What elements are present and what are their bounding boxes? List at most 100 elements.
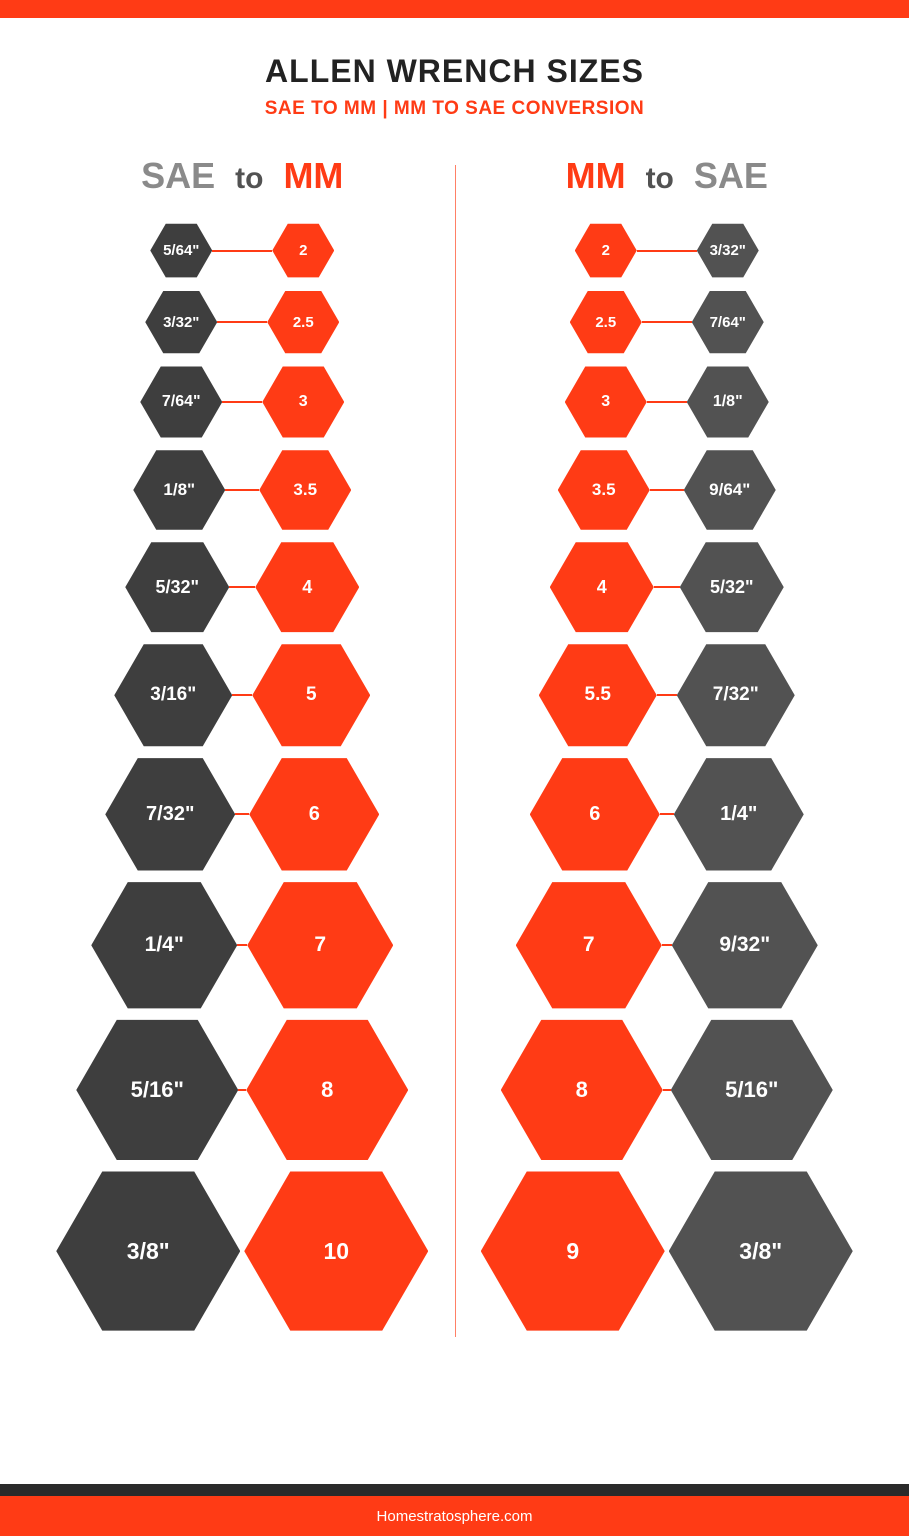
hex-icon: 3 (565, 364, 647, 439)
hex-label: 2 (299, 242, 307, 259)
right-col-h3: SAE (694, 155, 768, 197)
conversion-row: 1/8"3.5 (30, 448, 455, 533)
main-container: ALLEN WRENCH SIZES SAE TO MM | MM TO SAE… (0, 18, 909, 1337)
conversion-row: 3/16" 5 (30, 641, 455, 750)
left-rows: 5/64" 2 3/32"2.5 7/64" 3 1/8"3.5 5/32" 4 3/16" 5 7… (30, 222, 455, 1337)
hex-icon: 5/16" (671, 1015, 833, 1164)
hex-icon: 1/8" (133, 448, 225, 533)
hex-label: 3/8" (127, 1238, 170, 1265)
hex-icon: 3/32" (145, 289, 217, 355)
connector-line (654, 586, 680, 588)
hex-icon: 7/64" (692, 289, 764, 355)
hex-label: 9 (566, 1238, 579, 1265)
hex-icon: 3/8" (669, 1166, 853, 1335)
hex-label: 4 (302, 577, 312, 598)
hex-label: 9/64" (709, 480, 750, 500)
hex-icon: 2 (272, 222, 334, 279)
hex-icon: 5.5 (539, 641, 657, 750)
hex-icon: 5/32" (680, 539, 784, 635)
conversion-row: 5.5 7/32" (455, 641, 880, 750)
hex-icon: 4 (550, 539, 654, 635)
hex-icon: 6 (530, 755, 660, 875)
hex-icon: 7 (516, 878, 662, 1012)
conversion-row: 3/32"2.5 (30, 289, 455, 355)
hex-icon: 2 (575, 222, 637, 279)
hex-label: 3/32" (163, 314, 199, 331)
connector-line (637, 250, 697, 252)
left-column: SAE to MM 5/64" 2 3/32"2.5 7/64" 3 1/8"3.5 5/3… (30, 155, 455, 1337)
footer-dark-bar (0, 1484, 909, 1496)
hex-label: 7 (314, 933, 326, 957)
hex-label: 3 (601, 393, 610, 411)
hex-label: 7/64" (710, 314, 746, 331)
right-rows: 2 3/32" 2.5 7/64" 3 1/8" 3.5 9/64" 4 5/32" 5.5 7/32… (455, 222, 880, 1337)
conversion-row: 3 1/8" (455, 364, 880, 439)
hex-label: 10 (323, 1238, 349, 1265)
hex-label: 5/16" (131, 1077, 184, 1103)
hex-icon: 1/4" (91, 878, 237, 1012)
left-col-h1: SAE (141, 155, 215, 197)
hex-label: 5 (306, 684, 317, 706)
conversion-row: 7 9/32" (455, 878, 880, 1012)
hex-label: 4 (597, 577, 607, 598)
hex-icon: 8 (501, 1015, 663, 1164)
footer-text: Homestratosphere.com (377, 1508, 533, 1525)
hex-label: 1/4" (720, 803, 757, 826)
hex-label: 1/8" (713, 393, 743, 411)
connector-line (238, 1089, 246, 1091)
footer-orange-bar: Homestratosphere.com (0, 1496, 909, 1536)
conversion-row: 2.5 7/64" (455, 289, 880, 355)
hex-label: 6 (309, 803, 320, 826)
conversion-row: 6 1/4" (455, 755, 880, 875)
hex-icon: 7/64" (140, 364, 222, 439)
hex-icon: 9/32" (672, 878, 818, 1012)
header: ALLEN WRENCH SIZES SAE TO MM | MM TO SAE… (30, 18, 879, 135)
hex-icon: 5/64" (150, 222, 212, 279)
hex-label: 5/16" (725, 1077, 778, 1103)
connector-line (222, 401, 262, 403)
left-col-h2: to (235, 162, 263, 196)
hex-label: 5/64" (163, 242, 199, 259)
hex-icon: 3/16" (114, 641, 232, 750)
hex-label: 7/32" (146, 803, 194, 826)
connector-line (235, 813, 249, 815)
hex-icon: 3 (262, 364, 344, 439)
hex-label: 2.5 (595, 314, 616, 331)
hex-label: 3/32" (710, 242, 746, 259)
hex-label: 8 (321, 1077, 333, 1103)
connector-line (660, 813, 674, 815)
conversion-row: 4 5/32" (455, 539, 880, 635)
hex-label: 3.5 (592, 480, 616, 500)
hex-icon: 9 (481, 1166, 665, 1335)
hex-icon: 1/8" (687, 364, 769, 439)
connector-line (229, 586, 255, 588)
connector-line (642, 321, 692, 323)
hex-label: 7 (583, 933, 595, 957)
hex-label: 3 (299, 393, 308, 411)
hex-label: 6 (589, 803, 600, 826)
left-col-h3: MM (283, 155, 343, 197)
hex-icon: 4 (255, 539, 359, 635)
connector-line (650, 489, 684, 491)
connector-line (225, 489, 259, 491)
hex-label: 5/32" (710, 577, 754, 598)
hex-label: 7/32" (713, 684, 759, 706)
right-col-h1: MM (566, 155, 626, 197)
conversion-row: 5/16" 8 (30, 1015, 455, 1164)
right-col-h2: to (646, 162, 674, 196)
hex-label: 5/32" (155, 577, 199, 598)
conversion-row: 5/64" 2 (30, 222, 455, 279)
hex-icon: 5/32" (125, 539, 229, 635)
hex-icon: 7 (247, 878, 393, 1012)
conversion-row: 9 3/8" (455, 1166, 880, 1335)
hex-icon: 6 (249, 755, 379, 875)
conversion-row: 2 3/32" (455, 222, 880, 279)
footer: Homestratosphere.com (0, 1484, 909, 1536)
hex-icon: 5/16" (76, 1015, 238, 1164)
connector-line (663, 1089, 671, 1091)
connector-line (217, 321, 267, 323)
connector-line (232, 694, 252, 696)
columns-area: SAE to MM 5/64"23/32"2.57/64"31/8"3.55/3… (30, 135, 879, 1337)
connector-line (237, 944, 247, 946)
hex-icon: 3/32" (697, 222, 759, 279)
